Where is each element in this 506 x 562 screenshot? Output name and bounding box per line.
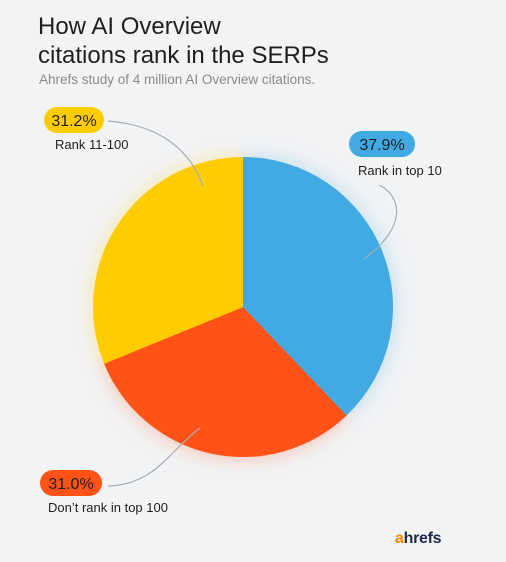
value-label-outside-top-100: 31.0% [48, 476, 93, 493]
category-label-outside-top-100: Don’t rank in top 100 [48, 500, 168, 515]
pie-slice-rank-11-100 [93, 157, 243, 364]
value-pill-outside-top-100 [40, 470, 102, 496]
title-line-1: How AI Overview [38, 13, 221, 40]
ahrefs-logo: ahrefs [395, 530, 442, 548]
value-pill-rank-11-100 [44, 107, 104, 133]
category-label-top-10: Rank in top 10 [358, 163, 442, 178]
connector-line-outside-top-100 [107, 427, 201, 487]
pie-slice-top-10 [243, 157, 394, 416]
title-line-2: citations rank in the SERPs [38, 42, 329, 69]
logo-accent: a [395, 530, 404, 547]
logo-rest: hrefs [403, 530, 442, 547]
value-pill-top-10 [349, 131, 415, 157]
connector-line-top-10 [363, 184, 398, 260]
chart-title: How AI Overview citations rank in the SE… [38, 12, 478, 70]
value-label-top-10: 37.9% [359, 137, 404, 154]
connector-line-rank-11-100 [107, 120, 204, 187]
pie-slice-outside-top-100 [104, 307, 347, 458]
chart-subtitle: Ahrefs study of 4 million AI Overview ci… [39, 72, 316, 87]
value-label-rank-11-100: 31.2% [51, 113, 96, 130]
category-label-rank-11-100: Rank 11-100 [55, 137, 128, 152]
